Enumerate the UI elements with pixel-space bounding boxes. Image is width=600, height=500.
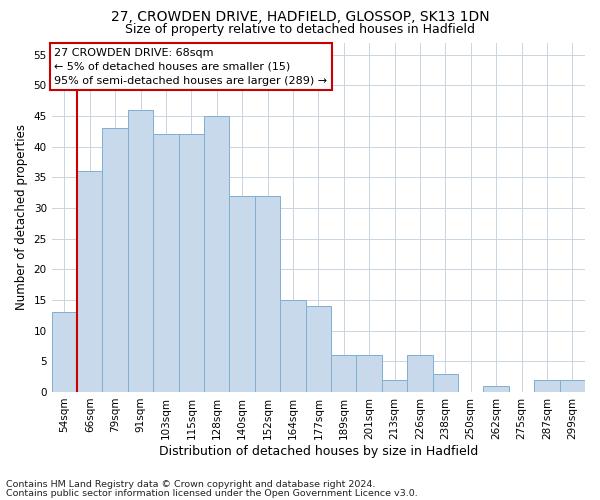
Y-axis label: Number of detached properties: Number of detached properties <box>15 124 28 310</box>
Bar <box>229 196 255 392</box>
Bar <box>128 110 153 392</box>
Bar <box>331 355 356 392</box>
Bar <box>204 116 229 392</box>
Bar <box>179 134 204 392</box>
Bar <box>153 134 179 392</box>
X-axis label: Distribution of detached houses by size in Hadfield: Distribution of detached houses by size … <box>159 444 478 458</box>
Bar <box>560 380 585 392</box>
Bar <box>534 380 560 392</box>
Text: 27 CROWDEN DRIVE: 68sqm
← 5% of detached houses are smaller (15)
95% of semi-det: 27 CROWDEN DRIVE: 68sqm ← 5% of detached… <box>55 48 328 86</box>
Text: Contains HM Land Registry data © Crown copyright and database right 2024.: Contains HM Land Registry data © Crown c… <box>6 480 376 489</box>
Bar <box>255 196 280 392</box>
Bar <box>382 380 407 392</box>
Bar <box>305 306 331 392</box>
Bar <box>280 300 305 392</box>
Bar <box>52 312 77 392</box>
Bar <box>407 355 433 392</box>
Bar <box>484 386 509 392</box>
Text: Size of property relative to detached houses in Hadfield: Size of property relative to detached ho… <box>125 22 475 36</box>
Bar <box>433 374 458 392</box>
Text: 27, CROWDEN DRIVE, HADFIELD, GLOSSOP, SK13 1DN: 27, CROWDEN DRIVE, HADFIELD, GLOSSOP, SK… <box>110 10 490 24</box>
Bar <box>356 355 382 392</box>
Text: Contains public sector information licensed under the Open Government Licence v3: Contains public sector information licen… <box>6 488 418 498</box>
Bar <box>103 128 128 392</box>
Bar <box>77 171 103 392</box>
